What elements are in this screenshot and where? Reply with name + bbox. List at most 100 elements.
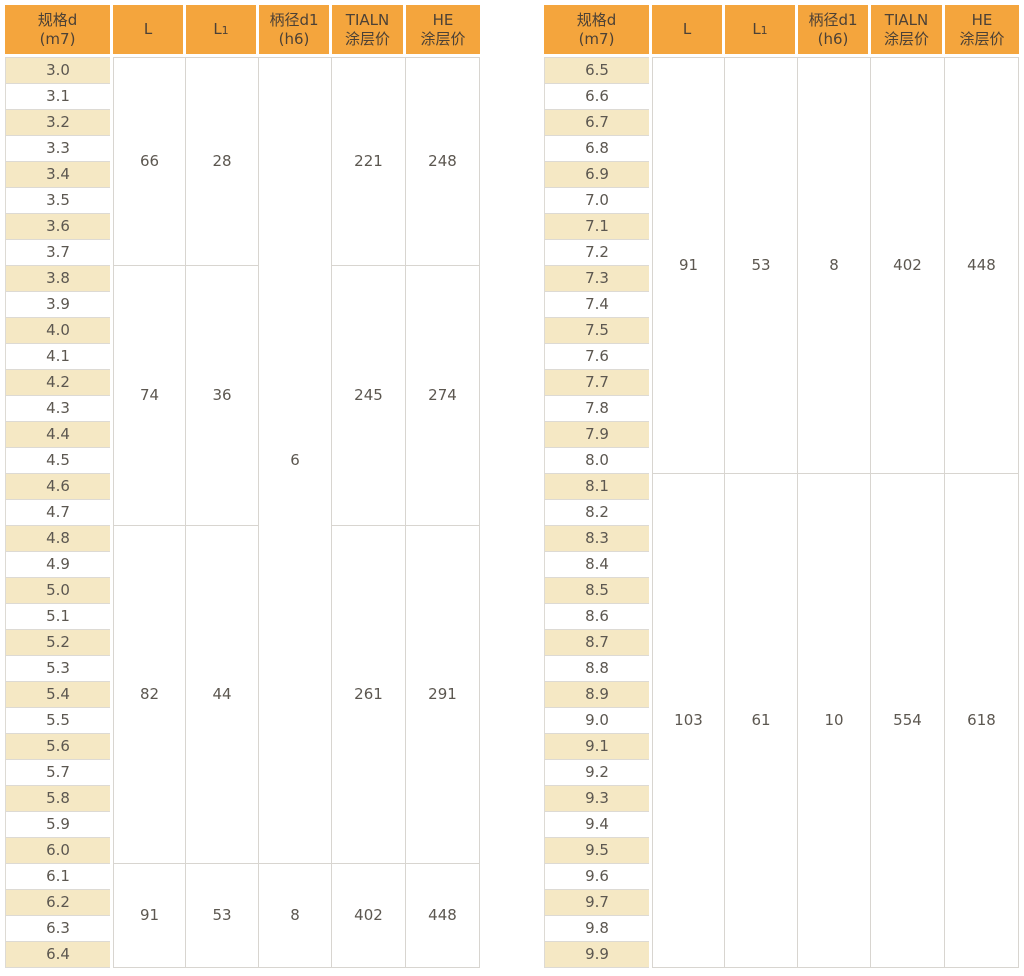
header-line2: (h6): [278, 29, 310, 48]
column-gap: [110, 500, 113, 526]
table-row: 9.6: [544, 864, 1019, 890]
spec-cell: 3.6: [5, 214, 110, 240]
header-cell-L1: L1: [186, 5, 259, 57]
table-row: 7.3: [544, 266, 1019, 292]
spec-cell: 3.7: [5, 240, 110, 266]
column-gap: [110, 474, 113, 500]
column-gap: [110, 370, 113, 396]
table-row: 9.8: [544, 916, 1019, 942]
column-gap: [649, 396, 652, 422]
he-price-cell: 448: [945, 57, 1019, 474]
spec-cell: 4.3: [5, 396, 110, 422]
l1-value-cell: 36: [186, 266, 259, 526]
header-line2: 涂层价: [959, 29, 1005, 48]
column-gap: [110, 188, 113, 214]
header-cell-spec: 规格d (m7): [544, 5, 652, 57]
spec-cell: 3.0: [5, 57, 110, 84]
table-row: 6.2: [5, 890, 480, 916]
header-line2: (h6): [817, 29, 849, 48]
table-row: 5.2: [5, 630, 480, 656]
spec-cell: 8.7: [544, 630, 649, 656]
header-subscript: 1: [221, 23, 229, 37]
spec-cell: 5.5: [5, 708, 110, 734]
spec-cell: 9.7: [544, 890, 649, 916]
spec-cell: 3.2: [5, 110, 110, 136]
he-price-cell: 274: [406, 266, 480, 526]
spec-cell: 7.2: [544, 240, 649, 266]
header-line1: 柄径d1: [269, 10, 319, 29]
header-line1: TIALN: [884, 10, 929, 29]
column-gap: [649, 318, 652, 344]
spec-cell: 8.8: [544, 656, 649, 682]
l-value-cell: 74: [113, 266, 186, 526]
column-gap: [110, 552, 113, 578]
spec-cell: 6.9: [544, 162, 649, 188]
column-gap: [110, 57, 113, 84]
table-row: 7.2: [544, 240, 1019, 266]
table-row: 4.7: [5, 500, 480, 526]
spec-cell: 3.5: [5, 188, 110, 214]
spec-cell: 4.5: [5, 448, 110, 474]
column-gap: [110, 162, 113, 188]
spec-cell: 8.0: [544, 448, 649, 474]
table-row: 7.9: [544, 422, 1019, 448]
spec-cell: 8.5: [544, 578, 649, 604]
header-line1: 规格d: [37, 10, 78, 29]
spec-cell: 5.4: [5, 682, 110, 708]
spec-cell: 7.8: [544, 396, 649, 422]
spec-cell: 6.7: [544, 110, 649, 136]
table-row: 4.1: [5, 344, 480, 370]
table-row: 7.1: [544, 214, 1019, 240]
table-row: 8.7: [544, 630, 1019, 656]
header-cell-he: HE 涂层价: [406, 5, 480, 57]
tialn-price-cell: 402: [871, 57, 945, 474]
table-row: 3.6: [5, 214, 480, 240]
spec-cell: 4.0: [5, 318, 110, 344]
column-gap: [110, 682, 113, 708]
table-row: 5.7: [5, 760, 480, 786]
table-row: 5.4: [5, 682, 480, 708]
column-gap: [110, 344, 113, 370]
l-value-cell: 66: [113, 57, 186, 266]
table-row: 5.6: [5, 734, 480, 760]
table-row: 6.7: [544, 110, 1019, 136]
column-gap: [649, 656, 652, 682]
table-row: 5.8: [5, 786, 480, 812]
table-row: 9.5: [544, 838, 1019, 864]
tialn-price-cell: 221: [332, 57, 406, 266]
column-gap: [110, 864, 113, 890]
spec-cell: 7.6: [544, 344, 649, 370]
header-cell-L: L: [652, 5, 725, 57]
column-gap: [649, 422, 652, 448]
spec-cell: 6.1: [5, 864, 110, 890]
price-table-right: 规格d (m7) L L1 柄径d1 (h6) TIALN 涂层价 HE 涂层价 6.5 91 53 8 4…: [544, 5, 1019, 976]
column-gap: [649, 84, 652, 110]
table-row: 9.3: [544, 786, 1019, 812]
shank-value-cell: 8: [259, 864, 332, 968]
spec-cell: 4.1: [5, 344, 110, 370]
price-table: 规格d (m7) L L1 柄径d1 (h6) TIALN 涂层价 HE 涂层价 6.5 91 53 8 4…: [544, 5, 1019, 968]
table-row: 6.5 91 53 8 402 448: [544, 57, 1019, 474]
column-gap: [110, 656, 113, 682]
column-gap: [649, 864, 652, 890]
spec-cell: 8.1: [544, 474, 649, 500]
he-price-cell: 448: [406, 864, 480, 968]
header-row: 规格d (m7) L L1 柄径d1 (h6) TIALN 涂层价 HE 涂层价: [544, 5, 1019, 57]
table-row: 8.2: [544, 500, 1019, 526]
table-row: 9.1: [544, 734, 1019, 760]
table-row: 6.1 91 53 8 402 448: [5, 864, 480, 968]
spec-cell: 4.2: [5, 370, 110, 396]
column-gap: [649, 552, 652, 578]
column-gap: [649, 812, 652, 838]
table-row: 3.7: [5, 240, 480, 266]
column-gap: [110, 396, 113, 422]
spec-cell: 5.9: [5, 812, 110, 838]
table-row: 3.8 74 36 245 274: [5, 266, 480, 526]
table-row: 7.6: [544, 344, 1019, 370]
column-gap: [649, 630, 652, 656]
table-row: 9.2: [544, 760, 1019, 786]
table-row: 9.9: [544, 942, 1019, 968]
header-cell-tialn: TIALN 涂层价: [871, 5, 945, 57]
column-gap: [110, 786, 113, 812]
